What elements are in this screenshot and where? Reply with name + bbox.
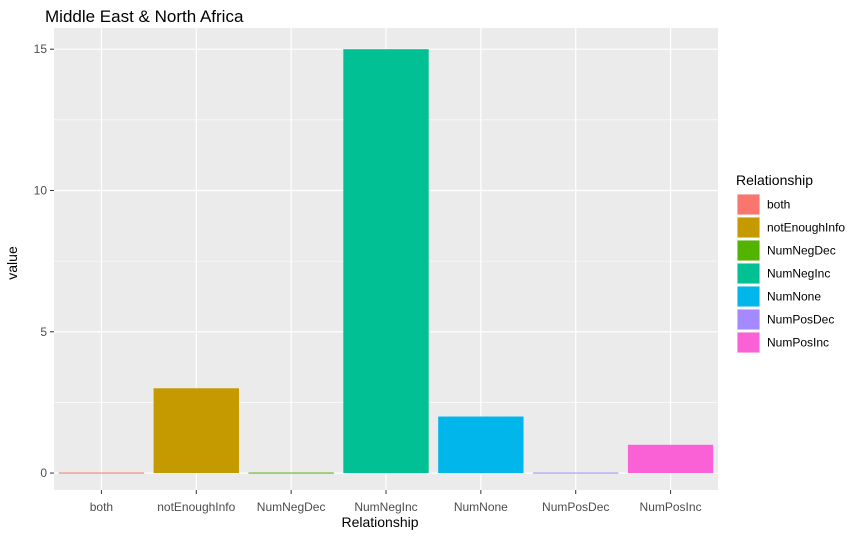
y-axis-ticks: 0 5 10 15 <box>34 42 54 480</box>
legend-swatch-both <box>737 194 760 215</box>
chart-title: Middle East & North Africa <box>45 7 244 26</box>
bars <box>58 49 714 474</box>
x-axis-title: Relationship <box>341 514 418 530</box>
y-tick-label: 0 <box>40 466 47 480</box>
legend-label: NumPosDec <box>767 313 834 327</box>
legend-label: NumNegDec <box>767 244 836 258</box>
y-tick-label: 5 <box>40 325 47 339</box>
x-axis-ticks: both notEnoughInfo NumNegDec NumNegInc NumNo… <box>90 490 702 514</box>
x-tick-label: NumPosDec <box>542 500 609 514</box>
bar-NumNone <box>438 416 524 474</box>
x-tick-label: NumNegDec <box>257 500 326 514</box>
x-tick-label: both <box>90 500 113 514</box>
x-tick-label: NumPosInc <box>640 500 702 514</box>
y-tick-label: 15 <box>34 42 48 56</box>
y-axis-title: value <box>4 246 20 280</box>
legend-label: notEnoughInfo <box>767 221 845 235</box>
legend: Relationship both notEnoughInfo NumNegDec N… <box>736 172 845 353</box>
legend-label: both <box>767 198 790 212</box>
legend-swatch-notEnoughInfo <box>737 217 760 238</box>
y-tick-label: 10 <box>34 183 48 197</box>
legend-swatch-NumNegDec <box>737 240 760 261</box>
legend-label: NumPosInc <box>767 336 829 350</box>
bar-NumNegDec <box>248 472 334 474</box>
x-tick-label: NumNone <box>454 500 508 514</box>
legend-label: NumNone <box>767 290 821 304</box>
bar-NumPosInc <box>627 444 714 474</box>
legend-swatch-NumPosInc <box>737 332 760 353</box>
x-tick-label: NumNegInc <box>354 500 417 514</box>
legend-swatch-NumPosDec <box>737 309 760 330</box>
legend-title: Relationship <box>736 172 813 188</box>
legend-label: NumNegInc <box>767 267 830 281</box>
bar-NumNegInc <box>343 49 429 474</box>
legend-swatch-NumNegInc <box>737 263 760 284</box>
bar-NumPosDec <box>533 472 619 474</box>
legend-swatch-NumNone <box>737 286 760 307</box>
x-tick-label: notEnoughInfo <box>157 500 235 514</box>
bar-both <box>58 472 145 474</box>
bar-notEnoughInfo <box>153 388 239 474</box>
